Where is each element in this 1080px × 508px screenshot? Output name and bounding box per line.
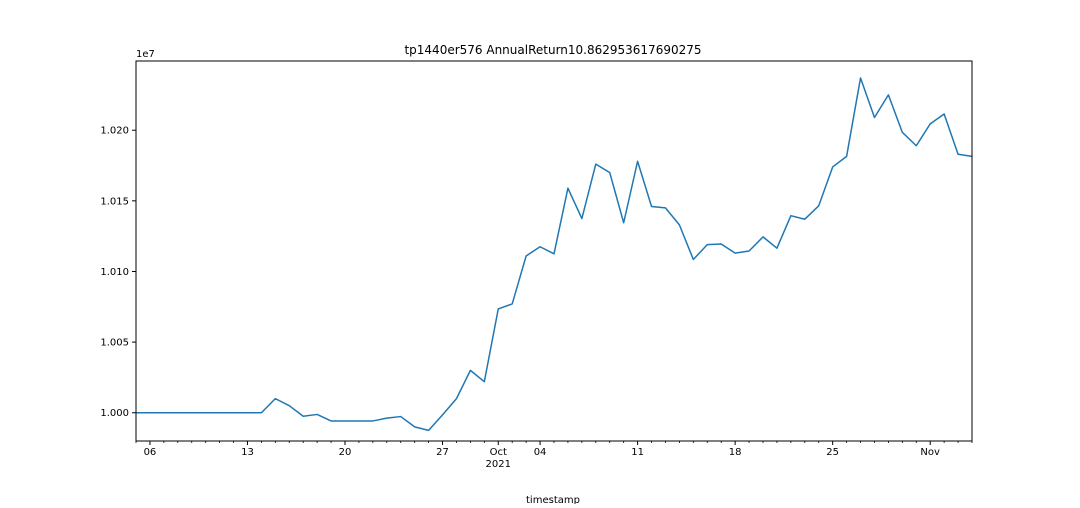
plot-frame: [135, 60, 973, 442]
x-tick-label: 13: [241, 447, 254, 458]
x-tick-label: 06: [144, 447, 157, 458]
x-tick-label: 11: [631, 447, 644, 458]
y-tick-label: 1.000: [100, 408, 129, 419]
x-tick-sublabel: 2021: [486, 459, 511, 470]
y-tick-label: 1.015: [100, 196, 129, 207]
x-tick-label: 18: [729, 447, 742, 458]
y-offset-label: 1e7: [136, 49, 155, 60]
series-line: [136, 77, 973, 432]
y-axis: 1.000 1.005 1.010 1.015 1.020: [100, 126, 136, 419]
plot-area: [136, 77, 973, 432]
x-tick-label: Oct: [490, 447, 507, 458]
y-tick-label: 1.005: [100, 338, 129, 349]
x-tick-label: 25: [826, 447, 839, 458]
y-tick-label: 1.010: [100, 267, 129, 278]
chart-title: tp1440er576 AnnualReturn10.8629536176902…: [404, 43, 701, 57]
x-tick-label: 04: [534, 447, 547, 458]
x-tick-label: Nov: [920, 447, 940, 458]
x-tick-label: 27: [436, 447, 449, 458]
x-axis-label: timestamp: [526, 495, 580, 504]
x-tick-label: 20: [339, 447, 352, 458]
y-tick-label: 1.020: [100, 126, 129, 137]
